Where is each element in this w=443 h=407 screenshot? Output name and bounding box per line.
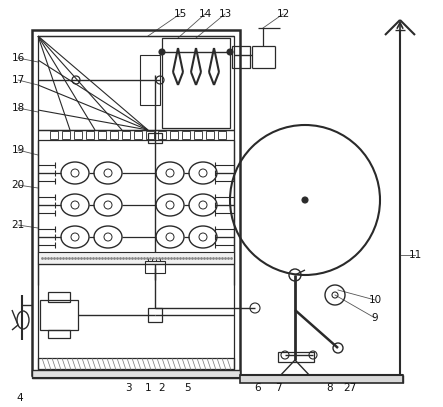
Bar bbox=[182, 131, 190, 139]
Bar bbox=[232, 46, 250, 68]
Text: 15: 15 bbox=[173, 9, 187, 19]
Bar bbox=[206, 131, 214, 139]
Bar bbox=[145, 261, 165, 273]
Bar bbox=[194, 131, 202, 139]
Text: 16: 16 bbox=[12, 53, 25, 63]
Text: 27: 27 bbox=[343, 383, 357, 393]
Text: 9: 9 bbox=[372, 313, 378, 323]
Text: 1: 1 bbox=[145, 383, 152, 393]
Text: 5: 5 bbox=[185, 383, 191, 393]
Bar bbox=[62, 131, 70, 139]
Circle shape bbox=[302, 197, 308, 203]
Bar bbox=[122, 131, 130, 139]
Bar bbox=[38, 252, 234, 264]
Bar bbox=[98, 131, 106, 139]
Bar bbox=[218, 131, 226, 139]
Text: 12: 12 bbox=[276, 9, 290, 19]
Text: 14: 14 bbox=[198, 9, 212, 19]
Text: 8: 8 bbox=[326, 383, 333, 393]
Text: 18: 18 bbox=[12, 103, 25, 113]
Bar bbox=[50, 131, 58, 139]
Text: 6: 6 bbox=[255, 383, 261, 393]
Bar bbox=[40, 300, 78, 330]
Circle shape bbox=[159, 49, 165, 55]
Bar bbox=[240, 375, 403, 383]
Bar bbox=[278, 352, 314, 362]
Text: 11: 11 bbox=[408, 250, 422, 260]
Bar bbox=[148, 308, 162, 322]
Text: 19: 19 bbox=[12, 145, 25, 155]
Text: 10: 10 bbox=[369, 295, 381, 305]
Text: 13: 13 bbox=[218, 9, 232, 19]
Text: 20: 20 bbox=[12, 180, 24, 190]
Text: 17: 17 bbox=[12, 75, 25, 85]
Text: 4: 4 bbox=[17, 393, 23, 403]
Bar bbox=[32, 30, 240, 375]
Circle shape bbox=[227, 49, 233, 55]
Bar bbox=[48, 292, 70, 302]
Bar bbox=[32, 370, 240, 378]
Bar bbox=[146, 131, 154, 139]
Bar bbox=[48, 330, 70, 338]
Bar bbox=[134, 131, 142, 139]
Bar bbox=[148, 133, 162, 143]
Bar bbox=[86, 131, 94, 139]
Bar bbox=[110, 131, 118, 139]
Bar bbox=[38, 36, 234, 369]
Bar bbox=[140, 55, 160, 105]
Bar bbox=[170, 131, 178, 139]
Text: 21: 21 bbox=[12, 220, 25, 230]
Text: 7: 7 bbox=[275, 383, 281, 393]
Text: 2: 2 bbox=[159, 383, 165, 393]
Text: 3: 3 bbox=[124, 383, 131, 393]
Bar bbox=[38, 358, 234, 370]
Bar bbox=[162, 38, 230, 128]
Bar bbox=[74, 131, 82, 139]
Bar bbox=[158, 131, 166, 139]
